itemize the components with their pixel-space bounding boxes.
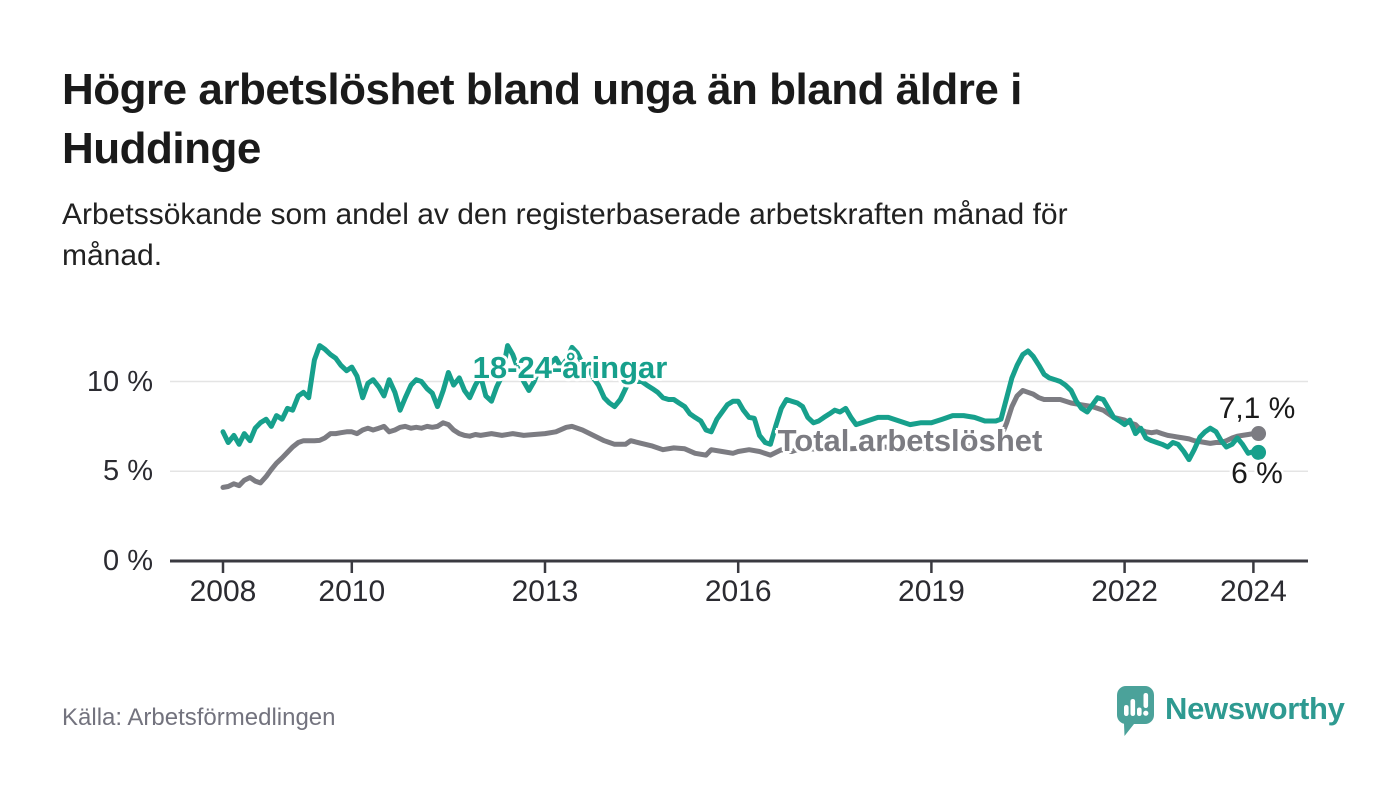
x-tick-label-2013: 2013 bbox=[511, 575, 579, 608]
y-tick-label-0: 0 % bbox=[103, 545, 153, 577]
bar-3 bbox=[1137, 707, 1142, 716]
x-tick-label-2010: 2010 bbox=[318, 575, 386, 608]
y-tick-label-10: 10 % bbox=[86, 366, 153, 398]
x-tick-label-2019: 2019 bbox=[898, 575, 965, 608]
brand-name: Newsworthy bbox=[1165, 691, 1345, 726]
x-tick-label-2024: 2024 bbox=[1220, 575, 1287, 608]
brand-logo: Newsworthy bbox=[1117, 685, 1345, 739]
newsworthy-icon bbox=[1117, 686, 1154, 736]
y-tick-label-5: 5 % bbox=[103, 455, 153, 487]
speech-bubble-shape bbox=[1117, 686, 1154, 736]
source-note: Källa: Arbetsförmedlingen bbox=[62, 704, 336, 731]
exclamation-bar bbox=[1143, 693, 1149, 708]
page-subtitle: Arbetssökande som andel av den registerb… bbox=[62, 198, 1068, 272]
bar-2 bbox=[1130, 699, 1136, 716]
end-value-label-total: 7,1 % bbox=[1218, 392, 1296, 425]
end-dot-total bbox=[1251, 426, 1267, 442]
x-tick-label-2016: 2016 bbox=[704, 575, 772, 608]
x-tick-label-2022: 2022 bbox=[1091, 575, 1158, 608]
series-label-youth: 18-24-åringar bbox=[472, 350, 668, 385]
series-label-total: Total arbetslöshet bbox=[777, 423, 1043, 458]
exclamation-dot bbox=[1143, 710, 1149, 716]
end-value-label-youth: 6 % bbox=[1231, 457, 1283, 490]
line-total bbox=[220, 388, 1262, 490]
x-tick-label-2008: 2008 bbox=[189, 575, 257, 608]
page-title: Högre arbetslöshet bland unga än bland ä… bbox=[62, 65, 1022, 173]
line-youth bbox=[220, 343, 1262, 463]
bar-1 bbox=[1124, 705, 1129, 716]
